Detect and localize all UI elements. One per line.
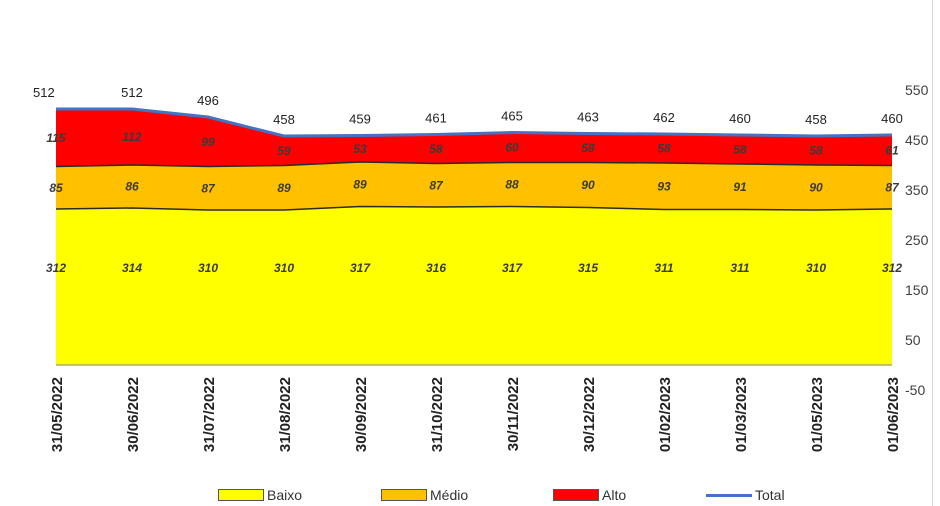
x-category-label: 01/02/2023 — [657, 377, 674, 452]
alto-data-label: 53 — [353, 142, 367, 156]
x-category-label: 30/11/2022 — [505, 377, 522, 451]
legend-swatch-medio — [381, 489, 427, 501]
alto-data-label: 60 — [505, 141, 519, 155]
y-tick-label: 250 — [905, 232, 929, 248]
legend-item-total: Total — [706, 486, 785, 504]
chart-canvas: 550 450 350 250 150 50 -50 512 115 85 312 31/05/202… — [33, 82, 929, 452]
medio-data-label: 87 — [885, 180, 900, 194]
total-data-label: 461 — [425, 111, 447, 126]
baixo-data-label: 317 — [350, 261, 371, 275]
frame-divider — [932, 0, 933, 506]
legend-line-total — [706, 493, 752, 497]
alto-data-label: 58 — [429, 142, 443, 156]
boundary-baixo — [55, 205, 893, 211]
medio-data-label: 91 — [733, 180, 747, 194]
medio-data-label: 85 — [49, 181, 63, 195]
x-category-label: 30/09/2022 — [353, 377, 370, 452]
medio-data-label: 89 — [277, 181, 291, 195]
baixo-data-label: 316 — [426, 261, 446, 275]
total-data-label: 459 — [349, 112, 371, 127]
medio-data-label: 90 — [581, 178, 595, 192]
medio-data-label: 93 — [657, 179, 671, 193]
total-line — [56, 107, 893, 138]
x-category-label: 01/03/2023 — [733, 377, 750, 452]
x-category-label: 31/05/2022 — [49, 377, 66, 452]
baixo-data-label: 311 — [654, 261, 673, 275]
legend-item-alto: Alto — [553, 486, 626, 504]
alto-data-label: 99 — [201, 135, 215, 149]
y-tick-label: 150 — [905, 282, 929, 298]
medio-data-label: 89 — [353, 177, 367, 191]
chart-legend: Baixo Médio Alto Total — [0, 486, 940, 504]
alto-data-label: 112 — [122, 130, 141, 144]
area-medio — [56, 162, 892, 210]
baixo-data-label: 314 — [122, 261, 142, 275]
medio-data-label: 87 — [201, 181, 216, 195]
baixo-data-label: 310 — [806, 261, 826, 275]
medio-data-label: 88 — [505, 178, 519, 192]
boundary-medio — [55, 161, 893, 168]
x-category-label: 31/10/2022 — [429, 377, 446, 452]
alto-data-label: 58 — [657, 142, 671, 156]
legend-swatch-alto — [553, 489, 599, 501]
total-data-label: 460 — [729, 111, 751, 126]
alto-data-label: 58 — [581, 141, 595, 155]
legend-label-total: Total — [755, 487, 785, 503]
x-category-label: 01/05/2023 — [809, 377, 826, 452]
x-category-label: 30/12/2022 — [581, 377, 598, 452]
baixo-data-label: 310 — [198, 261, 218, 275]
medio-data-label: 90 — [809, 181, 823, 195]
legend-item-medio: Médio — [381, 486, 468, 504]
y-tick-label: 550 — [905, 82, 929, 98]
total-data-label: 460 — [881, 111, 903, 126]
total-data-label: 512 — [121, 85, 143, 100]
baixo-data-label: 310 — [274, 261, 294, 275]
baixo-data-label: 312 — [46, 261, 66, 275]
area-baixo — [56, 206, 892, 365]
baixo-data-label: 317 — [502, 261, 523, 275]
y-tick-label: 350 — [905, 182, 929, 198]
alto-data-label: 115 — [46, 131, 65, 145]
legend-label-alto: Alto — [602, 487, 627, 503]
x-category-label: 30/06/2022 — [125, 377, 142, 452]
baixo-data-label: 311 — [730, 261, 749, 275]
alto-data-label: 58 — [809, 144, 823, 158]
total-data-label: 463 — [577, 110, 599, 125]
alto-data-label: 59 — [277, 144, 291, 158]
legend-swatch-baixo — [218, 489, 264, 501]
y-tick-label: 450 — [905, 132, 929, 148]
total-data-label: 496 — [197, 93, 219, 108]
legend-item-baixo: Baixo — [218, 486, 302, 504]
baixo-data-label: 312 — [882, 261, 902, 275]
alto-data-label: 61 — [885, 143, 899, 157]
alto-data-label: 58 — [733, 143, 747, 157]
legend-label-baixo: Baixo — [267, 487, 303, 503]
baixo-data-label: 315 — [578, 261, 598, 275]
area-alto — [56, 109, 892, 167]
total-data-label: 458 — [805, 112, 827, 127]
total-data-label: 462 — [653, 110, 675, 125]
total-data-label: 458 — [273, 112, 295, 127]
total-data-label: 512 — [33, 85, 55, 100]
y-tick-label: -50 — [905, 382, 925, 398]
medio-data-label: 86 — [125, 180, 139, 194]
y-tick-label: 50 — [905, 332, 921, 348]
x-category-label: 31/08/2022 — [277, 377, 294, 452]
legend-label-medio: Médio — [430, 487, 469, 503]
x-category-label: 31/07/2022 — [201, 377, 218, 452]
x-category-label: 01/06/2023 — [885, 377, 902, 452]
medio-data-label: 87 — [429, 178, 444, 192]
total-data-label: 465 — [501, 109, 523, 124]
